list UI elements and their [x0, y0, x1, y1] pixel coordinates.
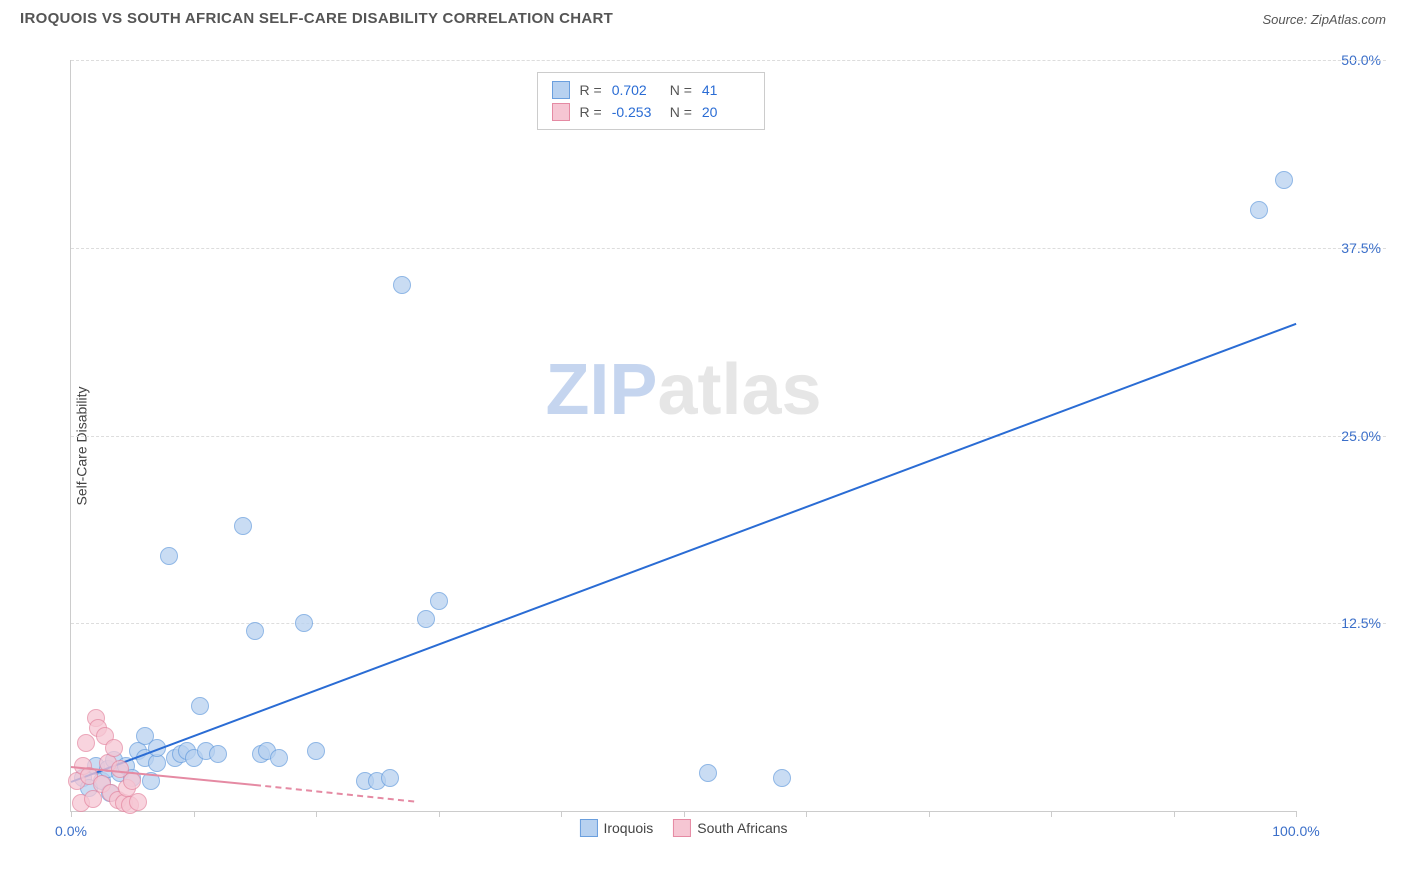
source-attribution: Source: ZipAtlas.com [1262, 12, 1386, 27]
data-point [430, 592, 448, 610]
y-tick-label: 12.5% [1301, 615, 1381, 631]
x-tick [1296, 811, 1297, 817]
gridline [71, 436, 1386, 437]
legend-item-iroquois: Iroquois [579, 819, 653, 837]
y-tick-label: 25.0% [1301, 428, 1381, 444]
data-point [417, 610, 435, 628]
data-point [381, 769, 399, 787]
x-tick [194, 811, 195, 817]
data-point [295, 614, 313, 632]
data-point [77, 734, 95, 752]
data-point [191, 697, 209, 715]
data-point [129, 793, 147, 811]
x-tick [806, 811, 807, 817]
x-tick-label-min: 0.0% [55, 823, 87, 839]
watermark: ZIPatlas [545, 349, 821, 431]
legend-swatch-south-africans [673, 819, 691, 837]
swatch-south-africans [552, 103, 570, 121]
data-point [209, 745, 227, 763]
data-point [246, 622, 264, 640]
chart-title: IROQUOIS VS SOUTH AFRICAN SELF-CARE DISA… [20, 10, 613, 27]
data-point [270, 749, 288, 767]
legend-swatch-iroquois [579, 819, 597, 837]
chart-container: Self-Care Disability ZIPatlas R = 0.702 … [50, 50, 1386, 842]
data-point [1250, 201, 1268, 219]
data-point [773, 769, 791, 787]
header: IROQUOIS VS SOUTH AFRICAN SELF-CARE DISA… [0, 0, 1406, 35]
x-tick [316, 811, 317, 817]
stats-row-iroquois: R = 0.702 N = 41 [552, 79, 750, 101]
plot-area: ZIPatlas R = 0.702 N = 41 R = -0.253 N =… [70, 60, 1296, 812]
data-point [393, 276, 411, 294]
legend-item-south-africans: South Africans [673, 819, 787, 837]
x-tick-label-max: 100.0% [1272, 823, 1319, 839]
gridline [71, 248, 1386, 249]
y-tick-label: 37.5% [1301, 240, 1381, 256]
x-tick [561, 811, 562, 817]
data-point [699, 764, 717, 782]
x-tick [1174, 811, 1175, 817]
x-tick [439, 811, 440, 817]
data-point [307, 742, 325, 760]
stats-box: R = 0.702 N = 41 R = -0.253 N = 20 [537, 72, 765, 130]
data-point [1275, 171, 1293, 189]
trendline [71, 323, 1297, 783]
bottom-legend: Iroquois South Africans [579, 819, 787, 837]
data-point [105, 739, 123, 757]
x-tick [929, 811, 930, 817]
gridline [71, 623, 1386, 624]
data-point [160, 547, 178, 565]
x-tick [684, 811, 685, 817]
data-point [234, 517, 252, 535]
swatch-iroquois [552, 81, 570, 99]
x-tick [71, 811, 72, 817]
x-tick [1051, 811, 1052, 817]
stats-row-south-africans: R = -0.253 N = 20 [552, 101, 750, 123]
gridline [71, 60, 1386, 61]
